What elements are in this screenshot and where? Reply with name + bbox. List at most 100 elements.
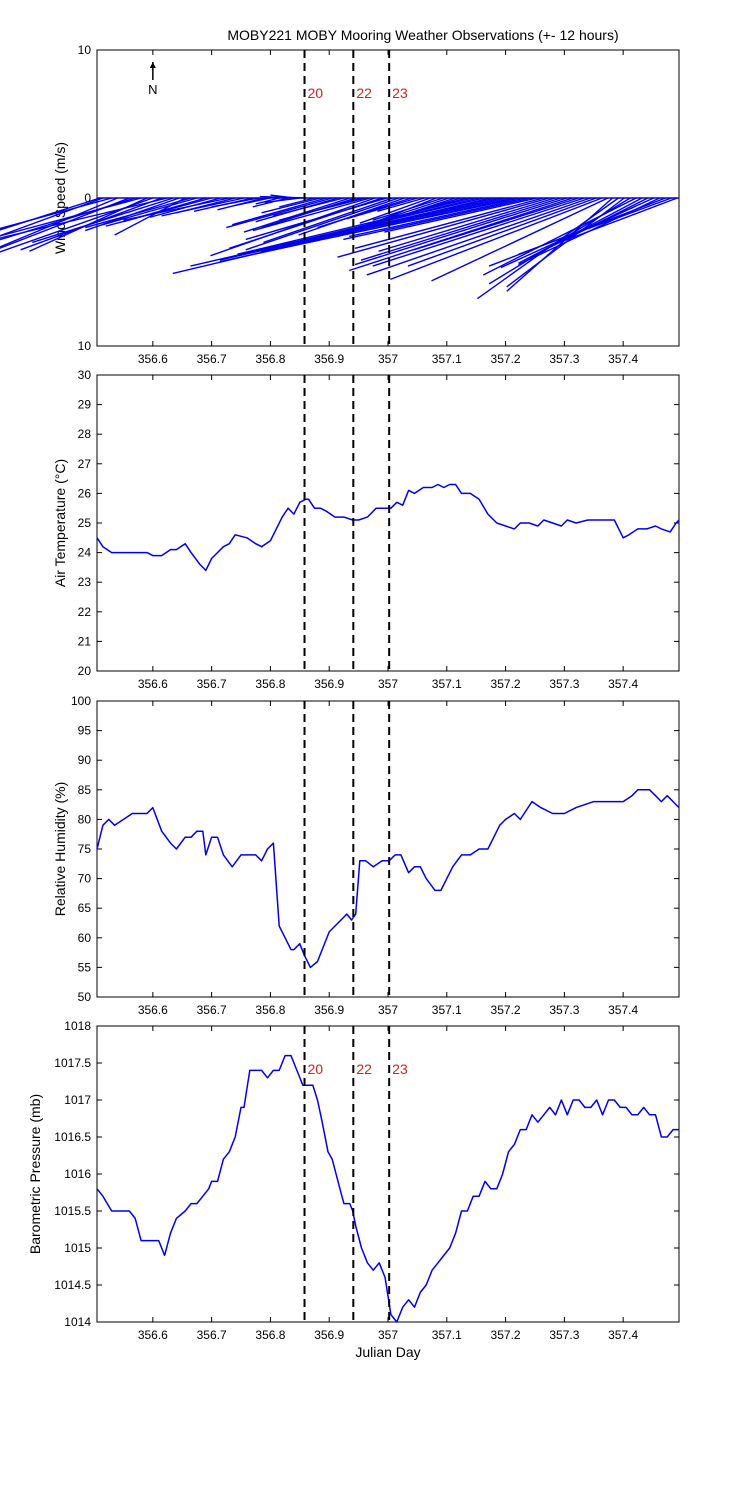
pressure-ytick-label: 1018 [64, 1019, 91, 1033]
pressure-xtick-label: 357.4 [608, 1328, 638, 1342]
wind-vector [259, 195, 307, 199]
humidity-ytick-label: 70 [78, 872, 92, 886]
wind-vector [377, 197, 425, 212]
wind-vector [263, 197, 393, 244]
pressure-ytick-label: 1015 [64, 1241, 91, 1255]
temp-ytick-label: 23 [78, 575, 92, 589]
temp-xtick-label: 356.7 [197, 677, 227, 691]
wind-vector [378, 197, 556, 252]
humidity-series-line [96, 789, 680, 969]
wind-xtick-label: 356.6 [138, 352, 168, 366]
pressure-ytick-label: 1017 [64, 1093, 91, 1107]
wind-vector [245, 197, 399, 251]
wind-xtick-label: 357.1 [432, 352, 462, 366]
wind-vector [279, 197, 315, 208]
wind-vector [0, 197, 101, 231]
humidity-ytick-label: 90 [78, 753, 92, 767]
humidity-xtick-label: 357.4 [608, 1003, 638, 1017]
pressure-ylabel: Barometric Pressure (mb) [27, 1094, 43, 1254]
wind-vector [235, 197, 271, 207]
temp-ytick-label: 30 [78, 368, 92, 382]
temp-ytick-label: 21 [78, 634, 92, 648]
wind-ytick-label: 10 [78, 43, 92, 57]
temp-xtick-label: 356.6 [138, 677, 168, 691]
humidity-xtick-label: 357.1 [432, 1003, 462, 1017]
humidity-ytick-label: 85 [78, 783, 92, 797]
wind-vector [413, 197, 579, 251]
wind-xtick-label: 356.9 [314, 352, 344, 366]
wind-ytick-label: 0 [84, 191, 91, 205]
pressure-xtick-label: 357 [378, 1328, 398, 1342]
wind-vector [390, 197, 603, 281]
wind-vector [482, 197, 637, 276]
wind-ytick-label: 10 [78, 339, 92, 353]
wind-vector [273, 197, 345, 217]
wind-event-label: 23 [392, 85, 408, 101]
wind-vector [306, 197, 366, 214]
humidity-axes-frame [96, 700, 680, 998]
wind-vector [317, 197, 412, 229]
wind-vector [0, 197, 118, 248]
wind-vector [518, 197, 672, 255]
pressure-xtick-label: 357.1 [432, 1328, 462, 1342]
temp-ytick-label: 22 [78, 605, 92, 619]
humidity-xtick-label: 357 [378, 1003, 398, 1017]
wind-vector [226, 197, 333, 229]
humidity-ylabel: Relative Humidity (%) [52, 782, 68, 917]
pressure-ytick-label: 1014.5 [54, 1278, 91, 1292]
humidity-xtick-label: 356.6 [138, 1003, 168, 1017]
wind-vector [384, 197, 538, 233]
humidity-ytick-label: 60 [78, 931, 92, 945]
temp-series-line [96, 483, 680, 572]
wind-xtick-label: 357.4 [608, 352, 638, 366]
humidity-xtick-label: 356.8 [255, 1003, 285, 1017]
pressure-ytick-label: 1014 [64, 1315, 91, 1329]
wind-vector [372, 197, 585, 267]
wind-xtick-label: 357 [378, 352, 398, 366]
pressure-ytick-label: 1015.5 [54, 1204, 91, 1218]
temp-xtick-label: 357.2 [491, 677, 521, 691]
humidity-panel: 356.6 356.7 356.8 356.9 357 357.1 357.2 357.3 35… [52, 694, 680, 1017]
temp-ytick-label: 27 [78, 457, 92, 471]
wind-event-label: 22 [356, 85, 372, 101]
wind-vector [0, 197, 168, 239]
wind-vector [85, 197, 192, 229]
humidity-ytick-label: 50 [78, 990, 92, 1004]
pressure-xlabel: Julian Day [355, 1344, 420, 1360]
humidity-ytick-label: 100 [71, 694, 91, 708]
humidity-ytick-label: 95 [78, 724, 92, 738]
wind-vector [232, 197, 327, 226]
pressure-ytick-label: 1016 [64, 1167, 91, 1181]
wind-vector [105, 197, 212, 227]
humidity-ytick-label: 65 [78, 901, 92, 915]
temp-xtick-label: 357.4 [608, 677, 638, 691]
temp-ytick-label: 28 [78, 427, 92, 441]
humidity-ytick-label: 55 [78, 960, 92, 974]
wind-xtick-label: 356.7 [197, 352, 227, 366]
temp-xtick-label: 356.8 [255, 677, 285, 691]
wind-vector [255, 197, 280, 205]
wind-xtick-label: 357.2 [491, 352, 521, 366]
temp-ytick-label: 20 [78, 664, 92, 678]
pressure-axes-frame [96, 1025, 680, 1323]
temp-panel: 356.6 356.7 356.8 356.9 357 357.1 357.2 357.3 35… [52, 368, 680, 691]
pressure-event-label: 22 [356, 1061, 372, 1077]
humidity-ytick-label: 75 [78, 842, 92, 856]
wind-vector [252, 197, 289, 208]
panels-group: 356.6 356.7 356.8 356.9 357 357.1 357.2 357.3 35… [0, 43, 680, 1360]
wind-vector [372, 197, 444, 221]
wind-vector [431, 197, 609, 282]
wind-event-label: 20 [308, 85, 324, 101]
temp-ytick-label: 24 [78, 546, 92, 560]
humidity-xtick-label: 356.9 [314, 1003, 344, 1017]
pressure-xtick-label: 356.9 [314, 1328, 344, 1342]
north-arrow-icon [149, 62, 156, 68]
pressure-xtick-label: 356.7 [197, 1328, 227, 1342]
wind-vector [337, 197, 550, 258]
wind-vector [261, 197, 321, 214]
wind-vector [343, 197, 532, 241]
pressure-xtick-label: 357.3 [549, 1328, 579, 1342]
pressure-xtick-label: 357.2 [491, 1328, 521, 1342]
pressure-xtick-label: 356.8 [255, 1328, 285, 1342]
wind-vector [360, 197, 562, 261]
